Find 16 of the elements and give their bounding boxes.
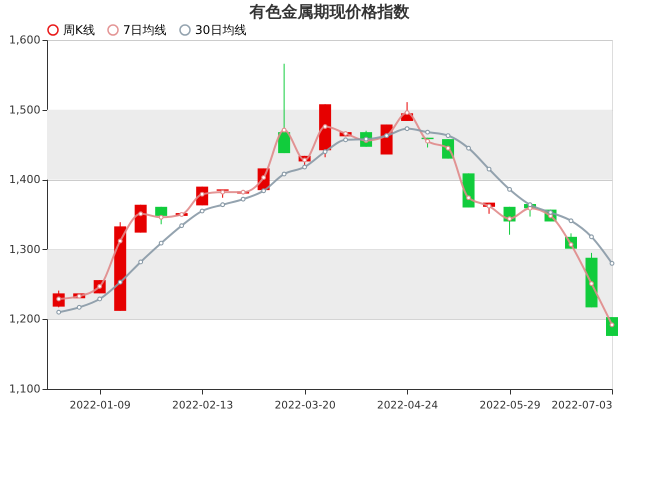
legend-label: 周K线 bbox=[63, 23, 95, 37]
legend-label: 30日均线 bbox=[195, 23, 246, 37]
y-tick-label: 1,400 bbox=[9, 173, 40, 186]
x-tick-label: 2022-02-13 bbox=[172, 400, 234, 412]
y-tick-label: 1,300 bbox=[9, 242, 40, 256]
y-tick-label: 1,600 bbox=[9, 34, 40, 46]
x-tick-label: 2022-04-24 bbox=[377, 400, 438, 412]
x-tick-label: 2022-05-29 bbox=[480, 400, 541, 412]
legend-label: 7日均线 bbox=[123, 23, 167, 37]
y-tick-label: 1,200 bbox=[9, 312, 40, 326]
y-tick-label: 1,500 bbox=[9, 103, 40, 116]
chart-title: 有色金属期现价格指数 bbox=[248, 2, 410, 21]
y-tick-label: 1,100 bbox=[9, 382, 40, 396]
x-tick-label: 2022-03-20 bbox=[274, 400, 336, 412]
x-tick-label: 2022-07-03 bbox=[551, 400, 612, 412]
x-tick-label: 2022-01-09 bbox=[70, 400, 131, 412]
